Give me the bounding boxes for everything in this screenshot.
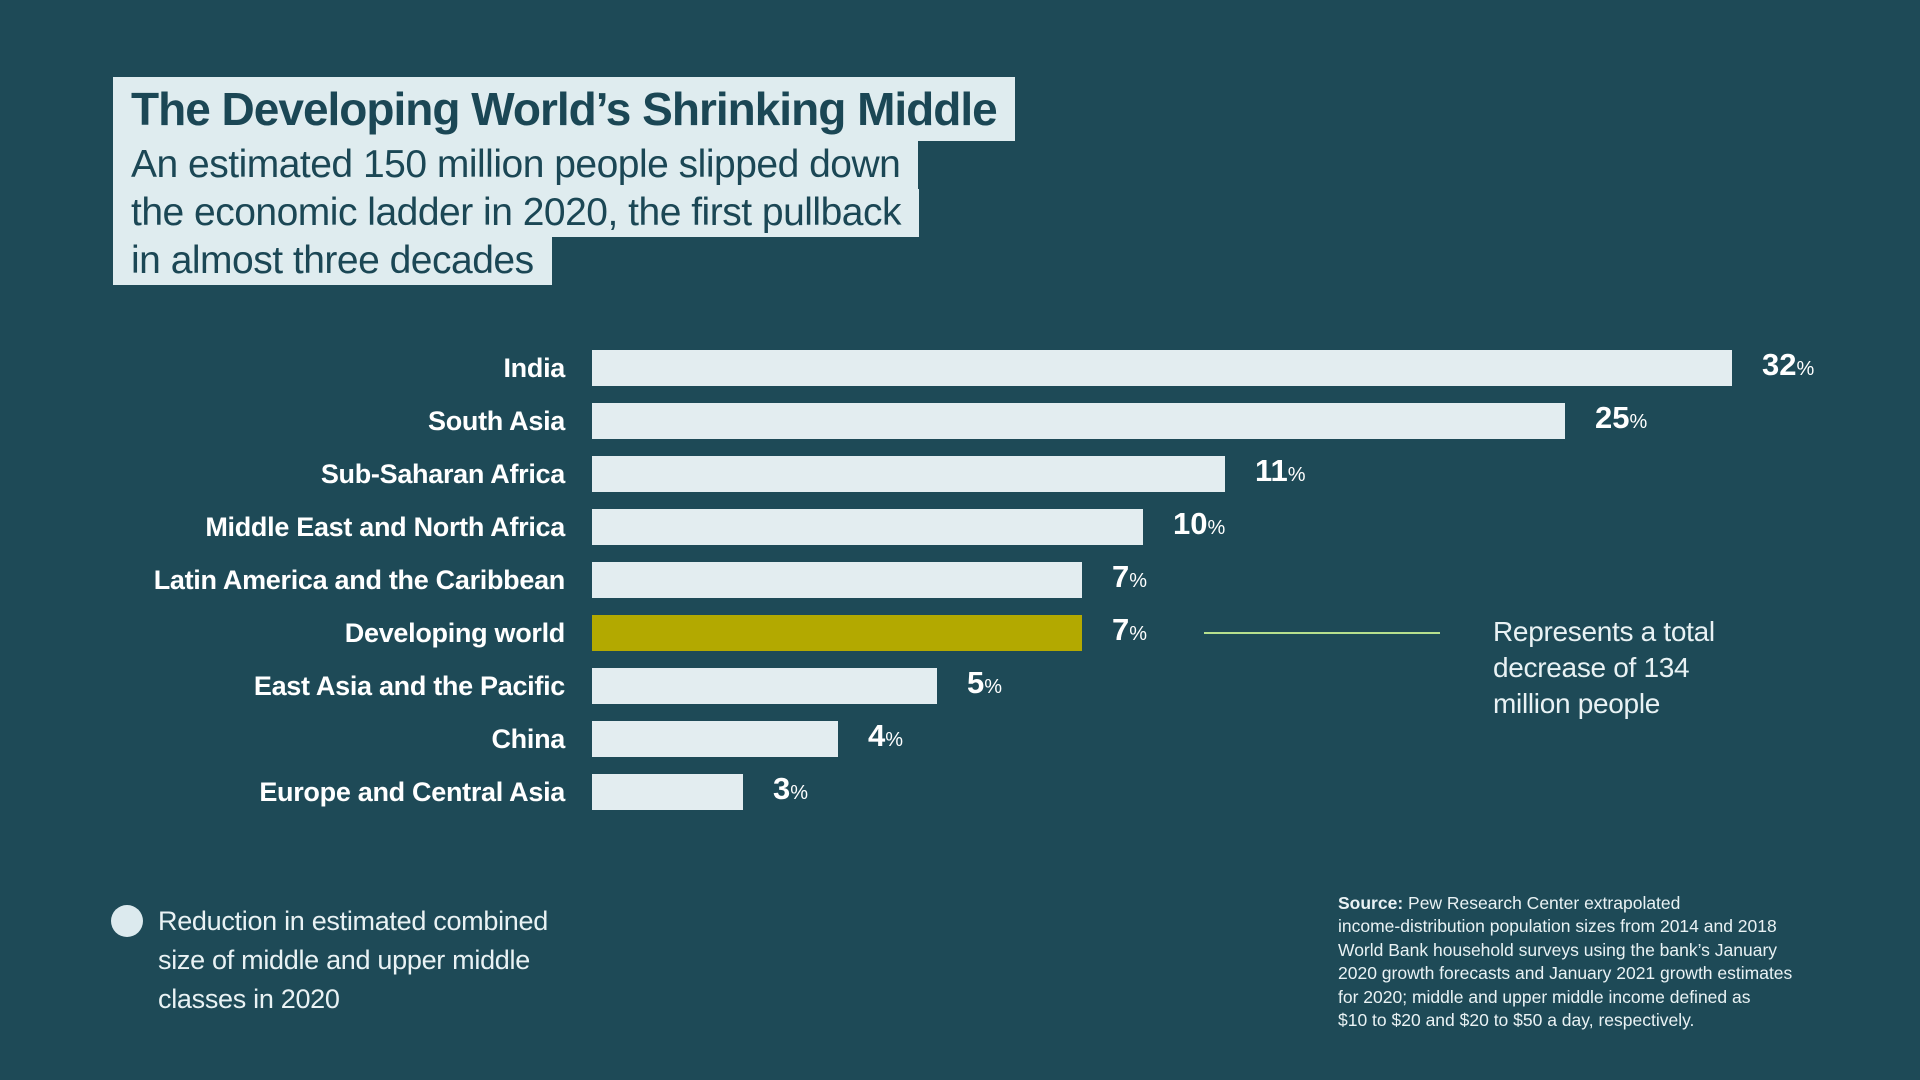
value-label: 10% bbox=[1173, 506, 1226, 541]
bar-highlighted bbox=[592, 615, 1082, 651]
bar bbox=[592, 350, 1732, 386]
value-label: 25% bbox=[1595, 400, 1648, 435]
bar bbox=[592, 774, 743, 810]
legend-label: Reduction in estimated combined size of … bbox=[158, 906, 548, 1014]
bar bbox=[592, 562, 1082, 598]
bar bbox=[592, 403, 1565, 439]
chart-row: Europe and Central Asia 3% bbox=[0, 771, 809, 810]
chart-row: East Asia and the Pacific 5% bbox=[0, 665, 1003, 704]
subtitle-line-1: An estimated 150 million people slipped … bbox=[113, 141, 919, 189]
chart-row: Latin America and the Caribbean 7% bbox=[0, 559, 1148, 598]
value-label: 11% bbox=[1255, 453, 1306, 488]
chart-row: South Asia 25% bbox=[0, 400, 1648, 439]
annotation-connector-line bbox=[1204, 632, 1440, 634]
category-label: Middle East and North Africa bbox=[205, 512, 565, 542]
category-label: China bbox=[491, 724, 565, 754]
chart-legend: Reduction in estimated combined size of … bbox=[111, 902, 548, 1019]
category-label: Europe and Central Asia bbox=[259, 777, 565, 807]
value-label: 7% bbox=[1112, 612, 1148, 647]
legend-dot-icon bbox=[111, 905, 143, 937]
bar bbox=[592, 721, 838, 757]
chart-header: The Developing World’s Shrinking Middle … bbox=[113, 77, 1015, 285]
value-label: 3% bbox=[773, 771, 809, 806]
source-label: Source: bbox=[1338, 892, 1404, 913]
category-label: East Asia and the Pacific bbox=[253, 671, 565, 701]
bar bbox=[592, 509, 1143, 545]
chart-row: India 32% bbox=[0, 347, 1815, 386]
bar bbox=[592, 668, 937, 704]
value-label: 7% bbox=[1112, 559, 1148, 594]
subtitle-line-2: the economic ladder in 2020, the first p… bbox=[113, 189, 919, 237]
bar bbox=[592, 456, 1225, 492]
annotation-text: Represents a total decrease of 134 milli… bbox=[1493, 616, 1715, 719]
category-label: Latin America and the Caribbean bbox=[153, 565, 566, 595]
source-note: Source: Pew Research Center extrapolated… bbox=[1338, 868, 1858, 1033]
subtitle-line-3: in almost three decades bbox=[113, 237, 552, 285]
chart-row: Sub-Saharan Africa 11% bbox=[0, 453, 1306, 492]
category-label: Developing world bbox=[344, 618, 566, 648]
chart-row: China 4% bbox=[0, 718, 904, 757]
page-title: The Developing World’s Shrinking Middle bbox=[113, 77, 1015, 141]
category-label: South Asia bbox=[427, 406, 565, 436]
chart-row: Developing world 7% bbox=[0, 612, 1148, 651]
source-text: Pew Research Center extrapolated income-… bbox=[1338, 892, 1793, 1031]
category-label: Sub-Saharan Africa bbox=[320, 459, 565, 489]
value-label: 4% bbox=[868, 718, 904, 753]
category-label: India bbox=[503, 353, 565, 383]
value-label: 32% bbox=[1762, 347, 1815, 382]
chart-row: Middle East and North Africa 10% bbox=[0, 506, 1226, 545]
value-label: 5% bbox=[967, 665, 1003, 700]
